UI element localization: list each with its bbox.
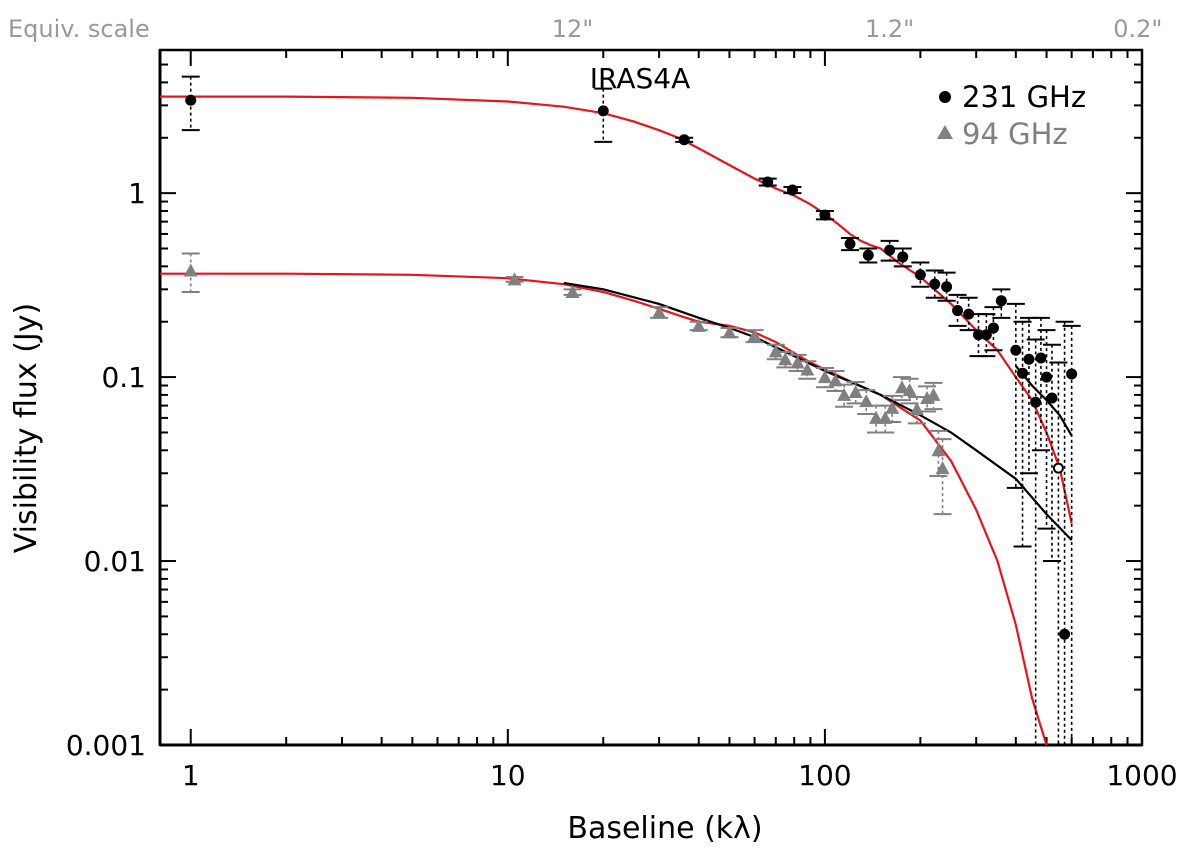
plot-frame <box>158 48 1144 747</box>
data-point-94ghz <box>565 285 580 299</box>
data-point-94ghz <box>828 373 843 387</box>
x-tick-label: 1 <box>182 759 200 792</box>
data-point-94ghz <box>691 318 706 332</box>
data-point-231ghz <box>963 308 975 320</box>
data-point-231ghz <box>786 184 798 196</box>
legend-label-231ghz: 231 GHz <box>962 80 1086 114</box>
x-axis-title: Baseline (kλ) <box>567 811 762 846</box>
data-point-231ghz <box>980 329 992 341</box>
data-point-231ghz <box>678 134 690 146</box>
top-tick-label: 0.2" <box>1113 15 1162 43</box>
data-point-94ghz <box>848 384 863 398</box>
data-point-94ghz <box>894 380 909 394</box>
data-point-231ghz <box>995 295 1007 307</box>
data-point-94ghz <box>722 325 737 339</box>
data-point-94ghz <box>507 272 522 286</box>
model-curve-2 <box>160 272 1048 746</box>
data-point-231ghz <box>941 281 953 293</box>
x-tick-label: 10 <box>490 759 526 792</box>
data-point-94ghz <box>778 352 793 366</box>
data-points <box>181 75 1081 745</box>
y-tick-label: 0.001 <box>66 729 146 762</box>
data-point-231ghz <box>1017 367 1029 379</box>
data-point-231ghz <box>914 269 926 281</box>
data-point-94ghz <box>652 305 667 319</box>
data-point-231ghz <box>987 322 999 334</box>
data-point-231ghz <box>844 238 856 250</box>
data-point-94ghz <box>926 387 941 401</box>
y-tick-label: 0.1 <box>101 361 146 394</box>
data-point-94ghz <box>183 263 198 277</box>
data-point-231ghz <box>897 251 909 263</box>
data-point-94ghz <box>837 387 852 401</box>
data-point-231ghz <box>1066 368 1078 380</box>
y-tick-label: 1 <box>128 177 146 210</box>
model-curve-1 <box>1014 365 1073 437</box>
data-point-231ghz-open <box>1052 462 1064 474</box>
legend-marker-231ghz <box>939 91 951 103</box>
legend: 231 GHz 94 GHz <box>937 80 1086 151</box>
data-point-231ghz <box>1059 628 1071 640</box>
data-point-94ghz <box>878 410 893 424</box>
tick-labels: 1 10 100 1000 0.001 0.01 0.1 1 12" 1.2" 0.2" <box>66 15 1178 792</box>
data-point-231ghz <box>1041 371 1053 383</box>
data-point-94ghz <box>817 370 832 384</box>
data-point-231ghz <box>1010 344 1022 356</box>
legend-label-94ghz: 94 GHz <box>962 117 1068 151</box>
data-point-231ghz <box>972 329 984 341</box>
data-point-231ghz <box>929 278 941 290</box>
top-tick-label: 1.2" <box>865 15 914 43</box>
model-curves <box>160 95 1073 746</box>
data-point-231ghz <box>884 244 896 256</box>
data-point-231ghz <box>185 94 197 106</box>
data-point-94ghz <box>935 461 950 475</box>
data-point-94ghz <box>859 394 874 408</box>
data-point-94ghz <box>790 355 805 369</box>
data-point-94ghz <box>768 344 783 358</box>
axes-group <box>158 48 1144 747</box>
model-curve-0 <box>160 95 1073 524</box>
data-point-231ghz <box>1023 353 1035 365</box>
x-tick-label: 1000 <box>1106 759 1177 792</box>
data-point-94ghz <box>747 328 762 342</box>
y-tick-label: 0.01 <box>84 545 146 578</box>
data-point-231ghz <box>762 176 774 188</box>
legend-marker-94ghz <box>937 125 953 139</box>
data-point-231ghz <box>1035 352 1047 364</box>
data-point-231ghz <box>952 305 964 317</box>
data-point-231ghz <box>1046 392 1058 404</box>
model-curve-3 <box>563 281 1073 541</box>
x-tick-label: 100 <box>798 759 851 792</box>
data-point-94ghz <box>885 400 900 414</box>
data-point-231ghz <box>862 249 874 261</box>
data-point-231ghz <box>1030 396 1042 408</box>
top-tick-label: 12" <box>552 15 594 43</box>
top-axis-title: Equiv. scale <box>8 15 150 43</box>
data-point-231ghz <box>597 105 609 117</box>
data-point-94ghz <box>869 410 884 424</box>
chart-title: IRAS4A <box>590 62 690 95</box>
y-axis-title: Visibility flux (Jy) <box>9 303 44 553</box>
data-point-94ghz <box>800 362 815 376</box>
data-point-231ghz <box>819 209 831 221</box>
data-point-94ghz <box>902 383 917 397</box>
